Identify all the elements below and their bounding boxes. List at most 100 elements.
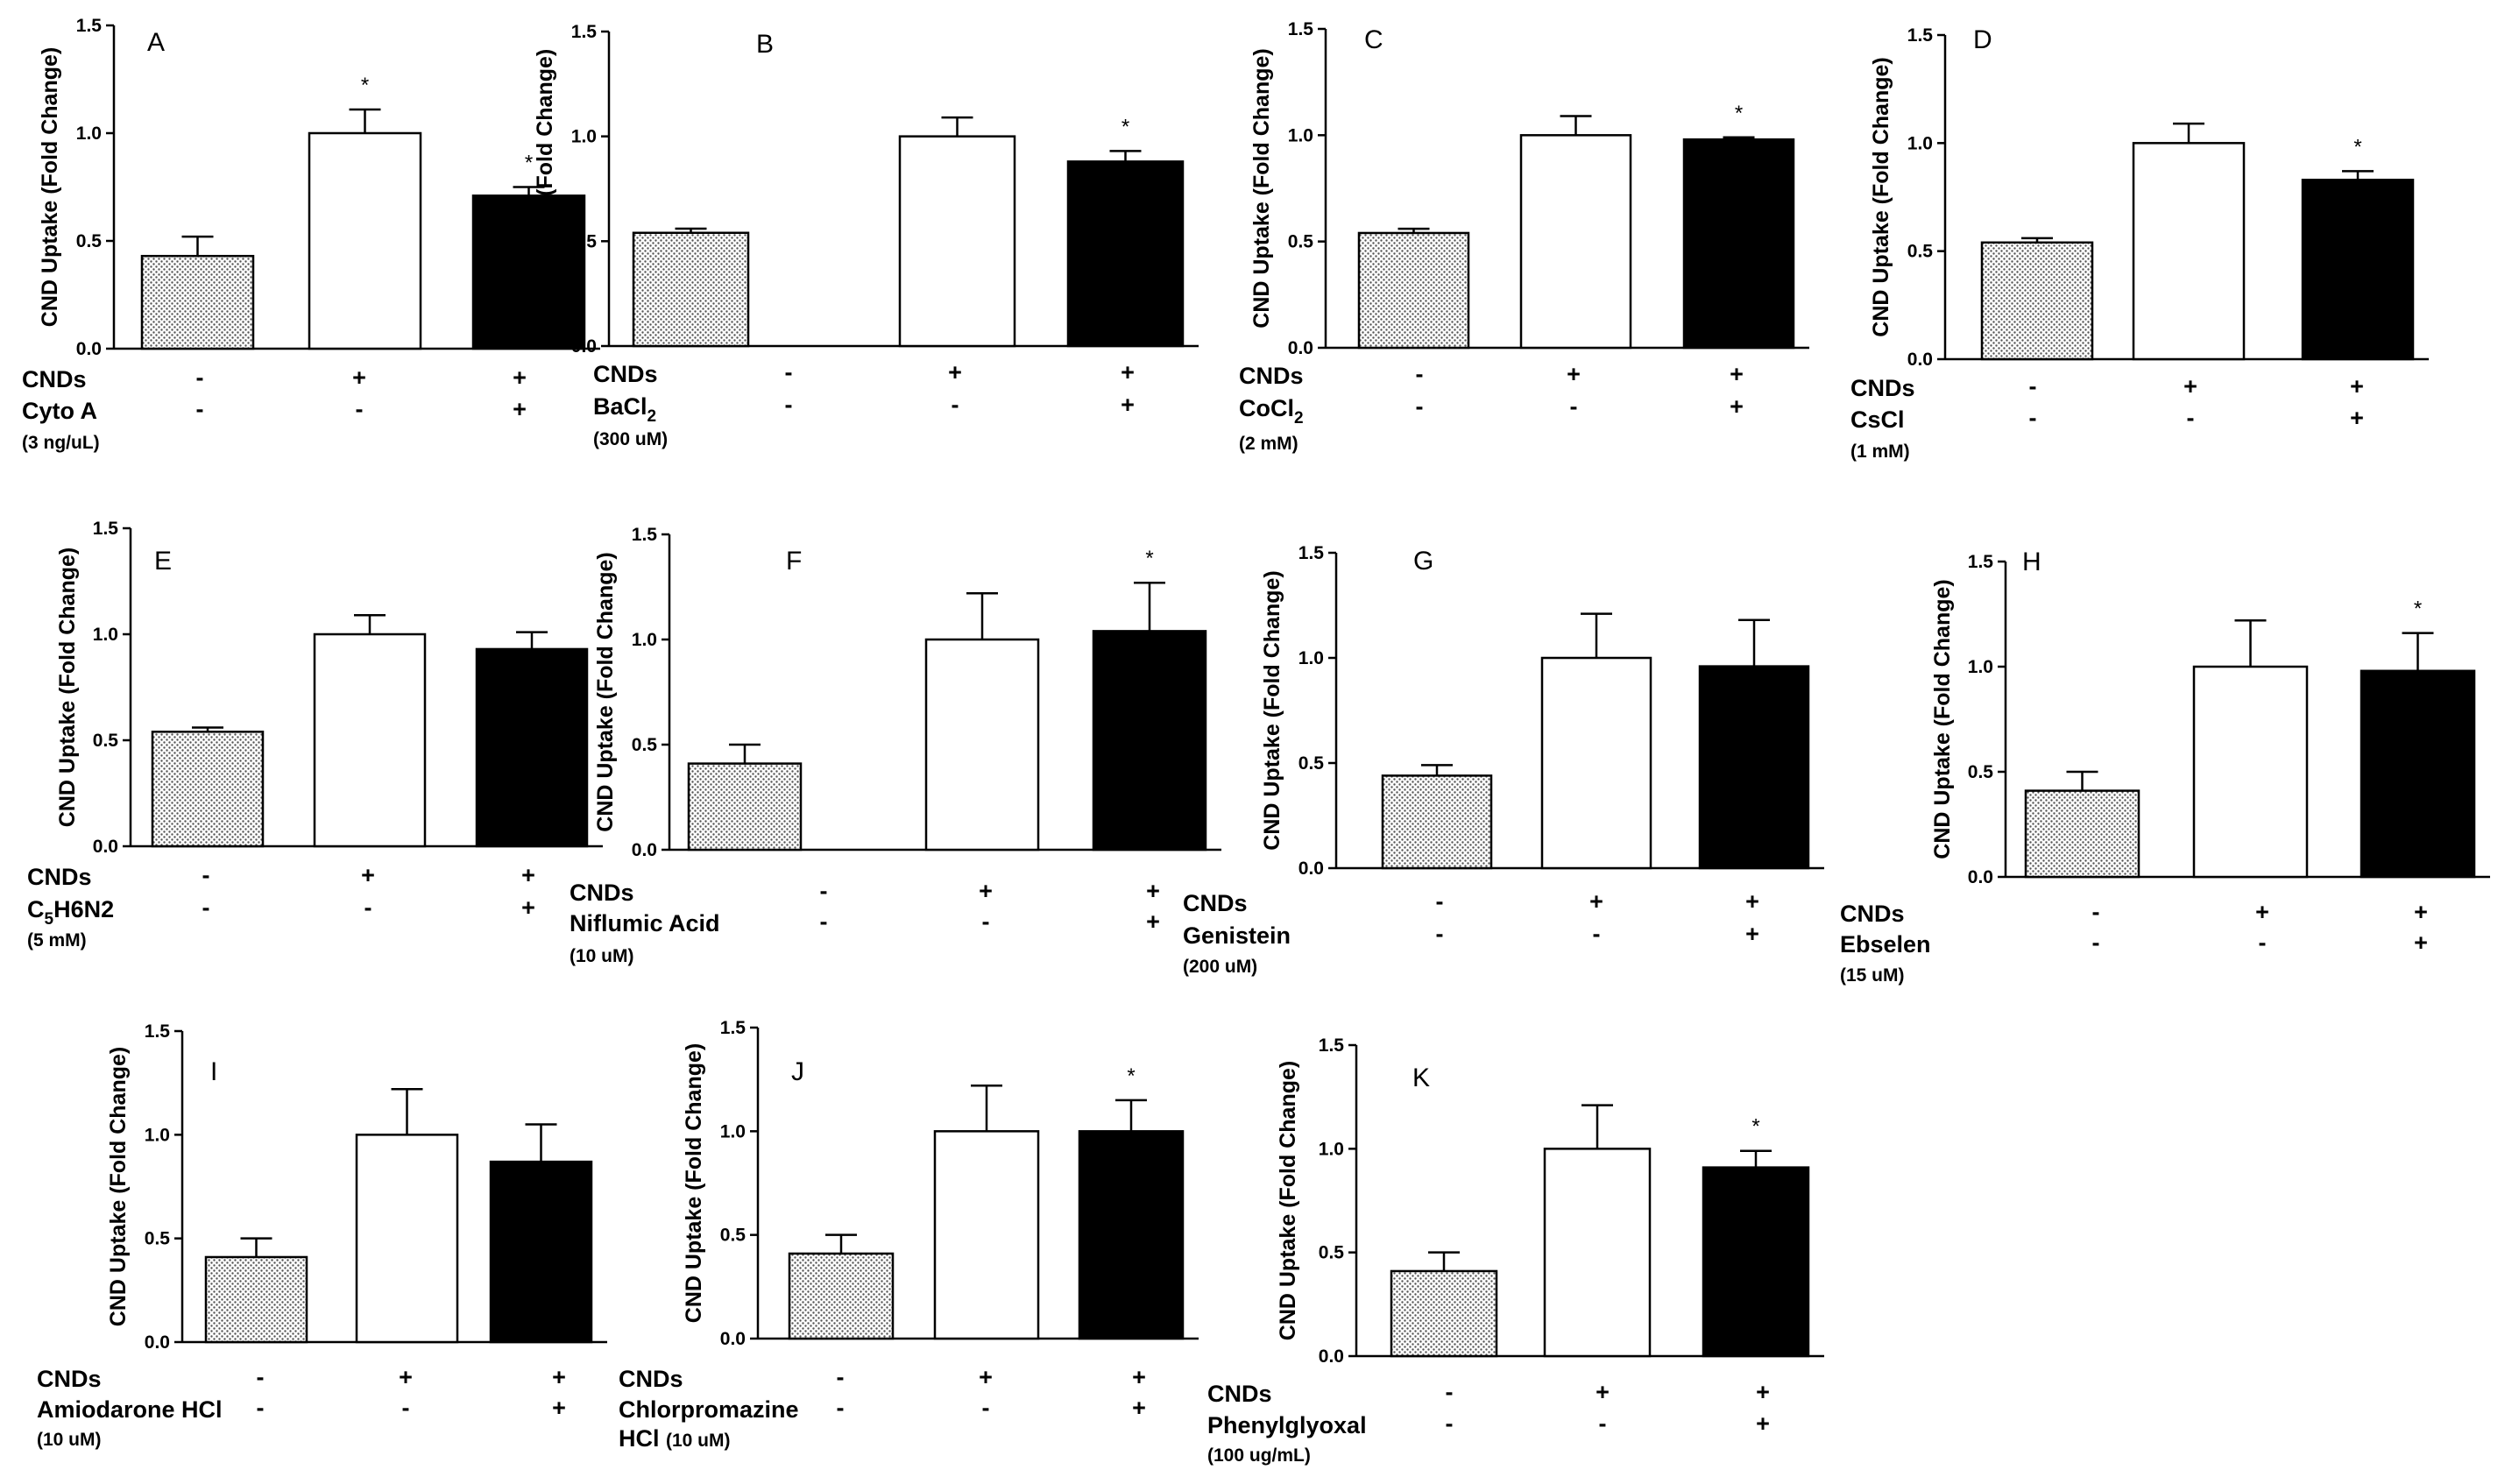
significance-star: * (2414, 597, 2422, 621)
y-axis-title: CND Uptake (Fold Change) (1260, 570, 1284, 850)
treatment-concentration: (100 ug/mL) (1207, 1445, 1311, 1466)
bar-cnds (1519, 134, 1632, 350)
cnds-sign: - (202, 862, 210, 888)
y-tick-label: 0.0 (1319, 1346, 1344, 1367)
y-axis-title: CND Uptake (Fold Change) (593, 552, 618, 831)
significance-star: * (1127, 1064, 1135, 1088)
y-tick-label: 1.5 (720, 1018, 747, 1038)
treatment-sign: - (1436, 921, 1444, 947)
panel-letter: G (1413, 547, 1433, 576)
cnds-sign: - (1436, 888, 1444, 915)
panel-k: 0.0 0.5 1.0 1.5 CND Uptake (Fold Change) K * CN… (1207, 1035, 1824, 1466)
treatment-sign: + (552, 1395, 566, 1421)
treatment-concentration: (5 mM) (27, 930, 87, 950)
bar-control (1980, 241, 2094, 361)
row-label-cnds: CNDs (1183, 890, 1248, 916)
panel-letter: H (2022, 548, 2041, 576)
treatment-sign: - (2187, 405, 2195, 431)
row-label-treatment: Niflumic Acid (570, 910, 720, 936)
cnds-sign: + (361, 862, 375, 888)
treatment-sign: + (1745, 921, 1759, 947)
bar-cnds (1543, 1148, 1652, 1358)
cnds-sign: + (513, 364, 527, 391)
panel-letter: F (786, 547, 802, 576)
bar-cnds (2132, 142, 2246, 361)
significance-star: * (1735, 102, 1743, 125)
cnds-sign: - (820, 878, 828, 904)
cnds-sign: - (257, 1364, 265, 1390)
panel-h: 0.0 0.5 1.0 1.5 CND Uptake (Fold Change) H * CN… (1840, 548, 2490, 986)
panel-letter: D (1973, 25, 1992, 54)
bar-control (2024, 789, 2140, 879)
y-tick-label: 0.5 (1907, 242, 1934, 262)
y-tick-label: 0.5 (93, 731, 119, 751)
row-label-cnds: CNDs (570, 880, 634, 906)
y-tick-label: 1.0 (1288, 125, 1313, 145)
panel-letter: B (756, 30, 774, 59)
row-label-treatment: Ebselen (1840, 931, 1931, 958)
panel-i: 0.0 0.5 1.0 1.5 CND Uptake (Fold Change) I CND… (37, 1021, 607, 1450)
treatment-concentration: (1 mM) (1850, 442, 1910, 462)
cnds-sign: + (1730, 361, 1744, 387)
row-label-cnds: CNDs (1239, 363, 1304, 389)
treatment-sign: - (356, 396, 364, 422)
treatment-sign: - (1570, 393, 1578, 420)
significance-star: * (2353, 135, 2361, 159)
cnds-sign: + (352, 364, 366, 391)
y-tick-label: 1.0 (93, 625, 118, 645)
treatment-sign: - (1446, 1410, 1454, 1437)
cnds-sign: + (979, 1364, 993, 1390)
y-tick-label: 1.5 (1968, 552, 1994, 572)
cnds-sign: + (948, 359, 962, 385)
panel-letter: I (210, 1057, 217, 1086)
bar-treatment (1092, 630, 1207, 852)
cnds-sign: + (1589, 888, 1603, 915)
y-tick-label: 0.0 (571, 336, 597, 357)
y-tick-label: 1.5 (632, 525, 658, 545)
row-label-treatment: C5H6N2 (27, 896, 114, 929)
bar-cnds (355, 1134, 459, 1344)
treatment-sign: - (2092, 929, 2100, 956)
cnds-sign: + (399, 1364, 413, 1390)
row-label-cnds: CNDs (22, 366, 87, 392)
treatment-concentration: (300 uM) (593, 429, 668, 449)
bar-treatment (471, 194, 586, 350)
y-axis-title: CND Uptake (Fold Change) (55, 548, 80, 827)
y-tick-label: 1.0 (1319, 1139, 1344, 1159)
cnds-sign: + (979, 878, 993, 904)
bar-control (1381, 774, 1493, 870)
y-tick-label: 1.0 (1968, 657, 1993, 677)
cnds-sign: - (837, 1364, 845, 1390)
row-label-cnds: CNDs (593, 361, 658, 387)
row-label-treatment: CsCl (1850, 406, 1905, 433)
bar-cnds (898, 135, 1016, 348)
y-tick-label: 0.5 (76, 231, 103, 251)
bar-treatment (1698, 665, 1810, 870)
cnds-sign: + (1146, 878, 1160, 904)
panel-c: 0.0 0.5 1.0 1.5 CND Uptake (Fold Change) C * CN… (1239, 19, 1809, 454)
cnds-sign: + (1756, 1379, 1770, 1405)
y-tick-label: 0.0 (720, 1329, 746, 1349)
y-axis-title: CND Uptake (Fold Change) (106, 1047, 131, 1326)
treatment-sign: - (1416, 393, 1424, 420)
bar-treatment (1682, 138, 1795, 350)
y-tick-label: 0.0 (1288, 338, 1313, 358)
cnds-sign: + (2350, 373, 2364, 399)
treatment-sign: - (1599, 1410, 1607, 1437)
treatment-concentration: (10 uM) (37, 1430, 102, 1450)
treatment-concentration: (10 uM) (570, 946, 634, 966)
row-label-treatment: Cyto A (22, 398, 97, 424)
row-label-treatment: Chlorpromazine (619, 1396, 799, 1423)
bar-treatment (2360, 669, 2476, 879)
treatment-sign: - (364, 894, 372, 921)
row-label-treatment: CoCl2 (1239, 395, 1304, 428)
y-tick-label: 0.5 (1288, 232, 1314, 252)
y-tick-label: 1.0 (145, 1125, 170, 1145)
bar-cnds (2192, 665, 2309, 879)
y-tick-label: 1.5 (145, 1021, 171, 1042)
bar-cnds (313, 632, 427, 848)
cnds-sign: - (2029, 373, 2037, 399)
bar-control (204, 1255, 308, 1344)
bar-treatment (1078, 1130, 1185, 1340)
bar-treatment (1066, 160, 1185, 348)
